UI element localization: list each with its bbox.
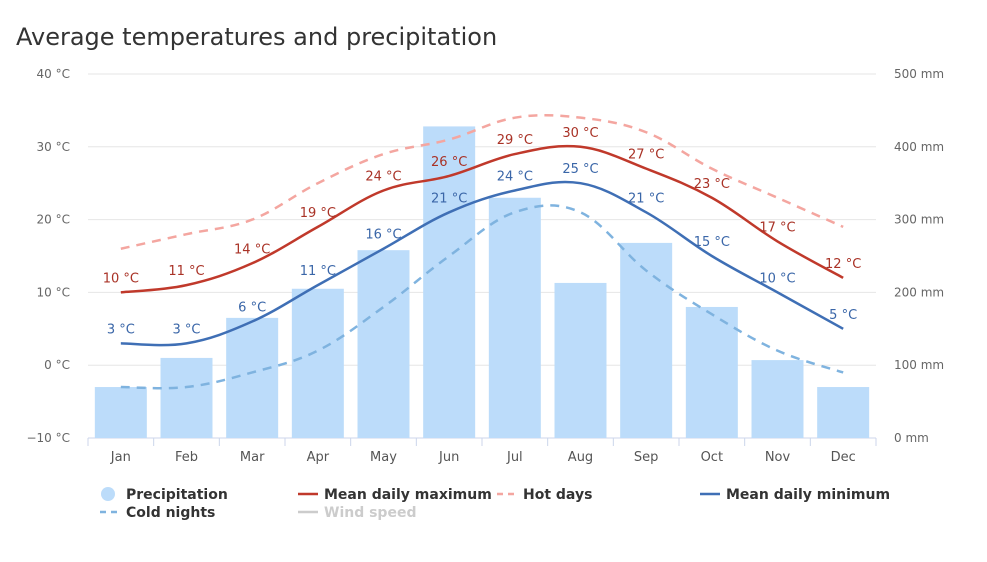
legend-label: Mean daily minimum: [726, 487, 890, 503]
temperature-lines: [120, 113, 844, 390]
mean-daily-maximum-data-label: 14 °C: [234, 242, 270, 257]
mean-daily-minimum-data-label: 3 °C: [107, 322, 135, 337]
x-tick-label: Sep: [634, 450, 659, 465]
x-tick-label: Aug: [568, 450, 593, 465]
x-tick-label: Apr: [307, 450, 330, 465]
mean-daily-maximum-data-label: 26 °C: [431, 155, 467, 170]
x-tick-label: Nov: [765, 450, 791, 465]
legend-item-wind-speed: Wind speed: [298, 505, 416, 521]
precipitation-bar: [751, 360, 804, 438]
y-left-tick-label: 30 °C: [37, 140, 70, 154]
legend-item-mean-daily-minimum: Mean daily minimum: [700, 487, 890, 503]
y-right-tick-label: 0 mm: [894, 431, 929, 445]
mean-daily-minimum-data-label: 3 °C: [173, 322, 201, 337]
legend-label: Mean daily maximum: [324, 487, 492, 503]
y-left-tick-label: 20 °C: [37, 213, 70, 227]
x-tick-label: Mar: [240, 450, 265, 465]
precipitation-bar: [817, 387, 870, 438]
x-axis: Jan Feb Mar Apr May Jun Jul Aug Sep Oct Nov Dec: [87, 438, 877, 465]
legend-symbol: [101, 487, 115, 501]
mean-daily-maximum-data-label: 12 °C: [825, 257, 861, 272]
y-left-tick-label: 10 °C: [37, 285, 70, 299]
x-tick-label: Feb: [175, 450, 198, 465]
legend-item-cold-nights: Cold nights: [100, 505, 215, 521]
precipitation-bar: [554, 282, 607, 438]
mean-daily-maximum-data-label: 29 °C: [497, 133, 533, 148]
y-right-tick-label: 500 mm: [894, 67, 944, 81]
precipitation-bar: [423, 126, 476, 438]
legend-item-hot-days: Hot days: [497, 487, 592, 503]
mean-daily-minimum-line: [120, 180, 844, 347]
mean-daily-minimum-data-label: 10 °C: [759, 271, 795, 286]
cold-nights-line: [120, 204, 844, 390]
mean-daily-maximum-data-label: 19 °C: [300, 206, 336, 221]
y-right-tick-label: 200 mm: [894, 285, 944, 299]
y-left-tick-label: 0 °C: [44, 358, 70, 372]
mean-daily-minimum-data-label: 5 °C: [829, 308, 857, 323]
mean-daily-maximum-data-label: 27 °C: [628, 148, 664, 163]
mean-daily-minimum-data-label: 16 °C: [365, 228, 401, 243]
legend-item-mean-daily-maximum: Mean daily maximum: [298, 487, 492, 503]
legend-label: Cold nights: [126, 505, 215, 521]
mean-daily-minimum-data-label: 21 °C: [431, 191, 467, 206]
x-tick-label: Jun: [438, 450, 459, 465]
precipitation-bar: [620, 242, 673, 438]
precipitation-bar: [94, 387, 147, 438]
hot-days-line: [120, 113, 844, 250]
x-tick-label: Oct: [701, 450, 723, 465]
y-left-tick-label: −10 °C: [26, 431, 70, 445]
y-right-tick-label: 400 mm: [894, 140, 944, 154]
y-right-tick-label: 300 mm: [894, 213, 944, 227]
x-tick-label: Dec: [831, 450, 856, 465]
y-right-tick-label: 100 mm: [894, 358, 944, 372]
legend-label: Hot days: [523, 487, 592, 503]
mean-daily-maximum-data-label: 30 °C: [562, 126, 598, 141]
mean-daily-minimum-data-label: 15 °C: [694, 235, 730, 250]
precipitation-bar: [160, 357, 213, 438]
precipitation-bar: [685, 306, 738, 438]
precipitation-bars: [94, 126, 870, 438]
mean-daily-maximum-data-label: 10 °C: [103, 271, 139, 286]
mean-daily-minimum-data-label: 25 °C: [562, 162, 598, 177]
mean-daily-maximum-data-label: 11 °C: [168, 264, 204, 279]
mean-daily-maximum-line: [120, 144, 844, 294]
y-left-tick-label: 40 °C: [37, 67, 70, 81]
legend-label: Wind speed: [324, 505, 416, 521]
mean-daily-maximum-data-label: 17 °C: [759, 220, 795, 235]
legend: Precipitation Mean daily maximum Hot days M…: [100, 487, 890, 521]
right-axis: 0 mm 100 mm 200 mm 300 mm 400 mm 500 mm: [894, 67, 944, 445]
mean-daily-minimum-data-label: 11 °C: [300, 264, 336, 279]
mean-daily-maximum-data-label: 23 °C: [694, 177, 730, 192]
chart-title: Average temperatures and precipitation: [16, 23, 497, 51]
legend-label: Precipitation: [126, 487, 228, 503]
x-tick-label: Jan: [110, 450, 131, 465]
mean-daily-minimum-data-label: 21 °C: [628, 191, 664, 206]
mean-daily-minimum-data-label: 6 °C: [238, 301, 266, 316]
precipitation-bar: [488, 197, 541, 438]
data-labels: 10 °C 11 °C 14 °C 19 °C 24 °C 26 °C 29 °C 30 °C…: [103, 126, 862, 338]
x-tick-label: Jul: [506, 450, 523, 465]
precipitation-bar: [291, 288, 344, 438]
legend-item-precipitation: Precipitation: [101, 487, 228, 503]
x-tick-label: May: [370, 450, 397, 465]
mean-daily-minimum-data-label: 24 °C: [497, 169, 533, 184]
precipitation-bar: [357, 250, 410, 438]
mean-daily-maximum-data-label: 24 °C: [365, 169, 401, 184]
left-axis: −10 °C 0 °C 10 °C 20 °C 30 °C 40 °C: [26, 67, 70, 445]
